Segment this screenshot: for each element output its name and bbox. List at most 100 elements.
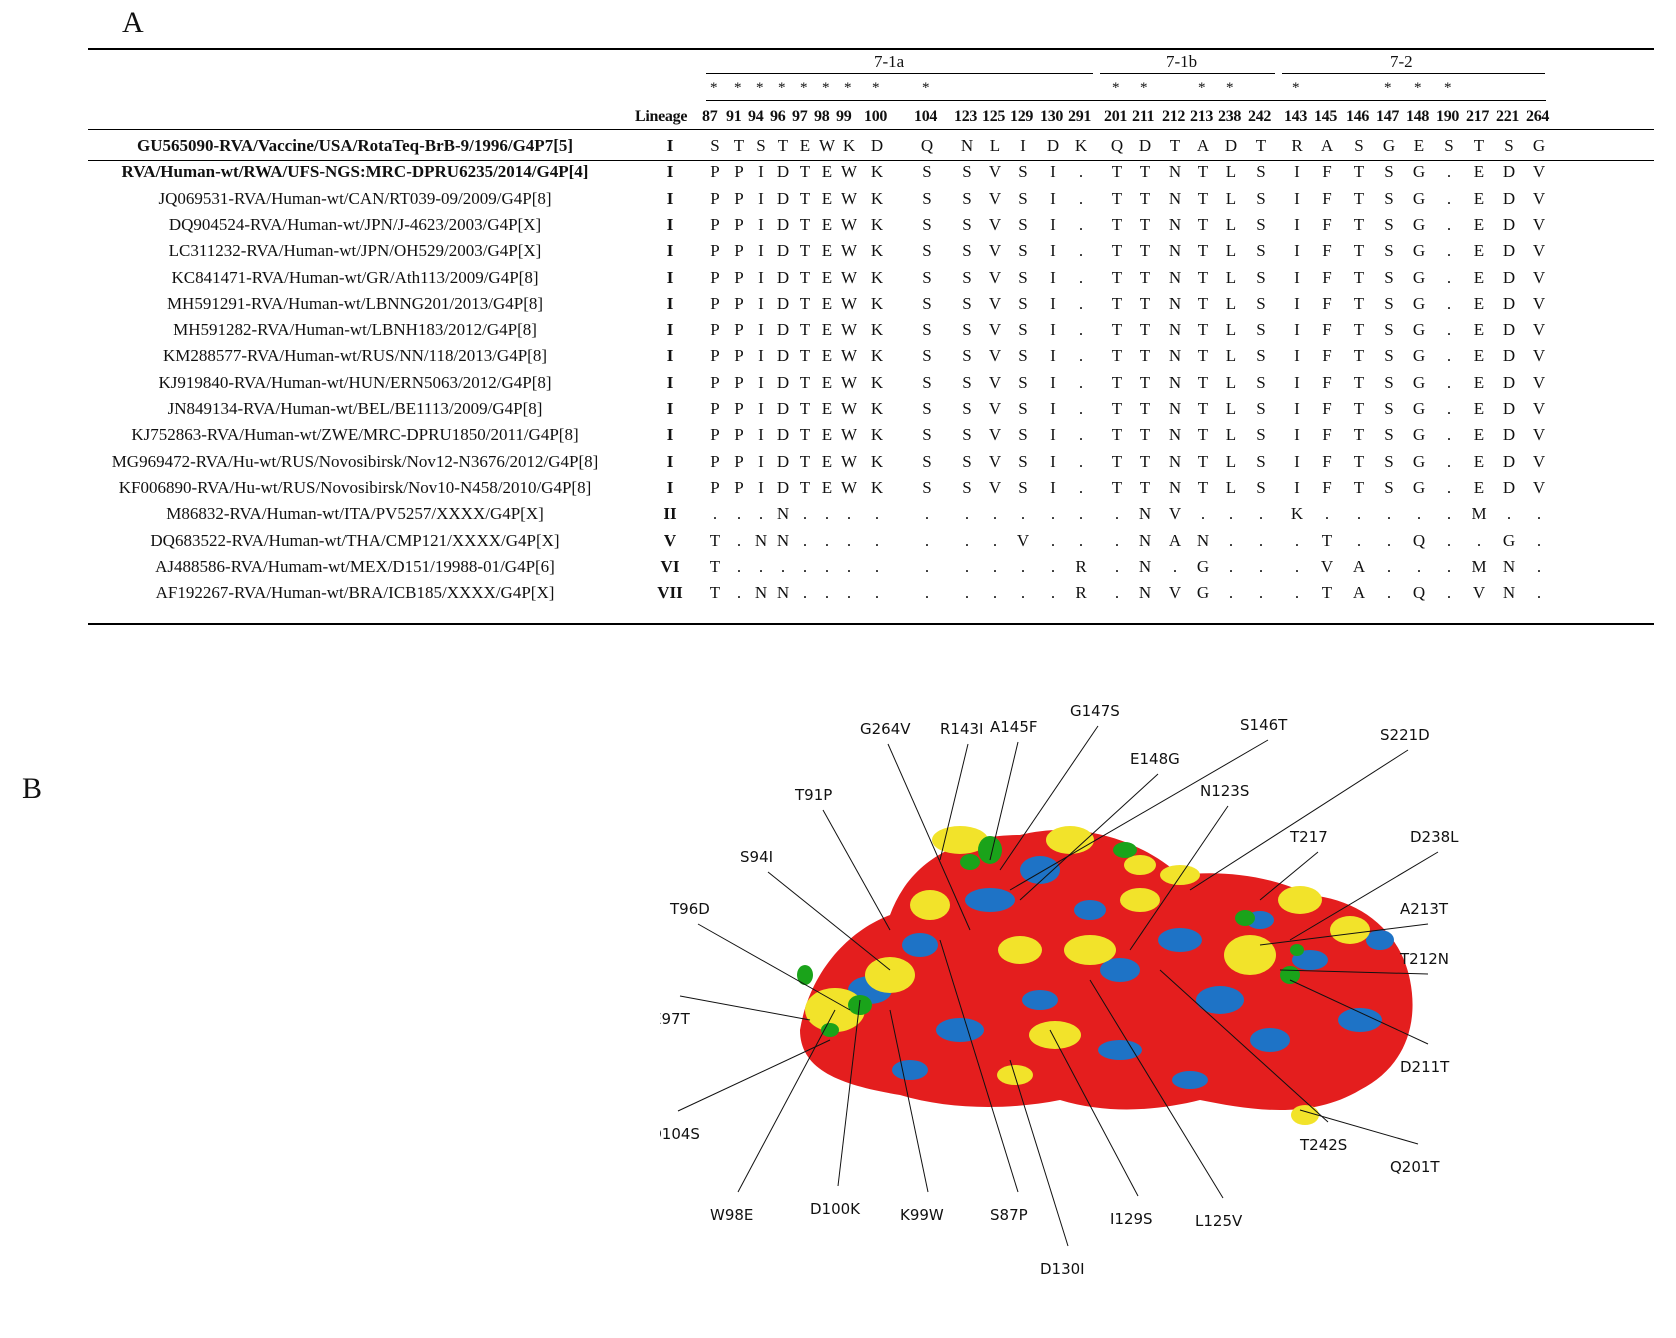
position-header: 104: [914, 108, 938, 125]
vaccine-row-rule: [88, 160, 1654, 161]
position-header: 221: [1496, 108, 1520, 125]
residue-cell: T: [1139, 399, 1151, 418]
residue-cell: G: [1412, 346, 1426, 366]
residue-cell: .: [1078, 293, 1084, 313]
residue-cell: T: [1353, 214, 1365, 234]
position-header: 147: [1376, 108, 1400, 125]
residue-cell: T: [1139, 214, 1151, 234]
residue-cell: T: [799, 162, 811, 182]
residue-cell: W: [840, 320, 858, 340]
mutation-label: T96D: [669, 900, 710, 918]
residue-cell: E: [821, 241, 833, 261]
residue-cell: E: [1473, 267, 1485, 287]
residue-cell: S: [1018, 241, 1028, 261]
mutation-label: S146T: [1240, 716, 1288, 734]
residue-cell: I: [1050, 241, 1056, 261]
residue-cell: .: [1050, 583, 1056, 603]
residue-cell: I: [758, 477, 764, 497]
residue-cell: .: [874, 530, 880, 550]
residue-cell: T: [1111, 399, 1123, 418]
residue-cell: T: [1197, 451, 1209, 471]
residue-cell: D: [1502, 425, 1516, 445]
position-header: 91: [726, 108, 742, 125]
residue-cell: .: [1446, 504, 1452, 524]
mutation-label: S94I: [740, 848, 773, 866]
residue-cell: P: [734, 320, 744, 340]
residue-cell: I: [1294, 241, 1300, 261]
residue-cell: G: [1196, 556, 1210, 576]
residue-cell: S: [962, 214, 972, 234]
residue-cell: E: [1473, 451, 1485, 471]
annotation-arrow: [989, 741, 1019, 861]
residue-cell: G: [1412, 162, 1426, 182]
residue-cell: T: [1111, 451, 1123, 471]
residue-cell: S: [1384, 267, 1394, 287]
residue-cell: I: [758, 320, 764, 340]
residue-cell: E: [1473, 477, 1485, 497]
residue-cell: D: [1502, 451, 1516, 471]
residue-cell: N: [776, 530, 790, 550]
residue-cell: .: [1536, 583, 1542, 603]
residue-cell: .: [1446, 451, 1452, 471]
residue-cell: S: [1384, 320, 1394, 340]
residue-cell: S: [1018, 399, 1028, 418]
residue-cell: L: [1225, 399, 1237, 418]
residue-cell: .: [736, 556, 742, 576]
residue-cell: .: [1446, 346, 1452, 366]
residue-cell: T: [1197, 320, 1209, 340]
residue-cell: D: [776, 477, 790, 497]
residue-cell: S: [922, 399, 932, 418]
residue-cell: .: [1356, 530, 1362, 550]
residue-cell: G: [1412, 293, 1426, 313]
residue-cell: S: [1256, 425, 1266, 445]
table-top-rule: [88, 48, 1654, 50]
residue-cell: S: [1256, 214, 1266, 234]
residue-cell: F: [1322, 451, 1332, 471]
sequence-name: KC841471-RVA/Human-wt/GR/Ath113/2009/G4P…: [171, 267, 539, 287]
residue-cell: D: [870, 136, 884, 155]
residue-cell: R: [1075, 583, 1087, 603]
residue-cell: N: [1502, 583, 1516, 603]
residue-cell: T: [799, 425, 811, 445]
residue-cell: .: [1114, 556, 1120, 576]
residue-cell: V: [1532, 451, 1546, 471]
mutation-label: T212N: [1399, 950, 1449, 968]
residue-cell: .: [1446, 556, 1452, 576]
residue-cell: F: [1322, 293, 1332, 313]
residue-cell: T: [1111, 293, 1123, 313]
residue-cell: I: [1294, 293, 1300, 313]
residue-cell: T: [1353, 346, 1365, 366]
residue-cell: W: [840, 188, 858, 208]
residue-cell: P: [734, 477, 744, 497]
conserved-star: *: [778, 80, 786, 96]
annotation-arrow: [737, 1009, 836, 1193]
residue-cell: V: [988, 320, 1002, 340]
position-header: 123: [954, 108, 978, 125]
residue-cell: .: [1356, 504, 1362, 524]
residue-cell: .: [1200, 504, 1206, 524]
residue-cell: W: [840, 267, 858, 287]
residue-cell: K: [870, 188, 884, 208]
residue-cell: E: [821, 162, 833, 182]
position-header: 99: [836, 108, 852, 125]
annotation-arrow: [889, 1009, 929, 1193]
residue-cell: T: [1473, 136, 1485, 155]
sequence-name: MH591291-RVA/Human-wt/LBNNG201/2013/G4P[…: [166, 293, 544, 313]
residue-cell: D: [1502, 399, 1516, 418]
residue-cell: .: [1446, 188, 1452, 208]
lineage-header: Lineage: [635, 108, 688, 125]
residue-cell: V: [1532, 293, 1546, 313]
residue-cell: T: [1111, 267, 1123, 287]
residue-cell: .: [1078, 267, 1084, 287]
position-header: 96: [770, 108, 786, 125]
residue-cell: P: [710, 425, 720, 445]
residue-cell: N: [1138, 556, 1152, 576]
residue-cell: .: [992, 556, 998, 576]
residue-cell: S: [922, 214, 932, 234]
residue-cell: .: [1258, 530, 1264, 550]
position-header: 98: [814, 108, 830, 125]
residue-cell: W: [840, 399, 858, 418]
group-underline: [1100, 73, 1275, 74]
residue-cell: V: [1472, 583, 1486, 603]
residue-cell: .: [1294, 530, 1300, 550]
